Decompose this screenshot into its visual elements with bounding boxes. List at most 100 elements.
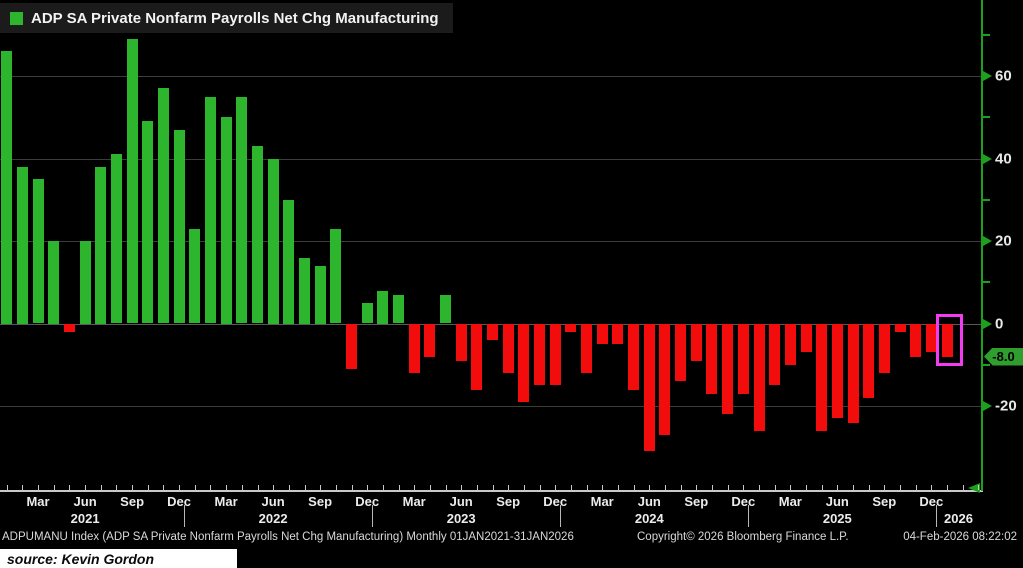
x-label-Sep-2021: Sep: [120, 494, 145, 509]
month-tick: [821, 485, 823, 490]
year-label-2021: 2021: [70, 511, 100, 526]
bar-May-2021: [63, 323, 75, 332]
month-tick: [304, 485, 306, 490]
month-tick: [273, 485, 275, 490]
bar-Feb-2024: [581, 323, 593, 373]
highlight-box: [935, 314, 963, 366]
x-label-Sep-2025: Sep: [872, 494, 897, 509]
month-tick: [6, 485, 8, 490]
month-tick: [884, 485, 886, 490]
month-tick: [38, 485, 39, 490]
month-tick: [759, 485, 760, 490]
x-axis-line: [0, 490, 983, 492]
month-tick: [367, 485, 369, 490]
month-tick: [617, 485, 619, 490]
month-tick: [288, 485, 290, 490]
month-tick: [132, 485, 134, 490]
month-tick: [100, 485, 102, 490]
bar-Nov-2025: [910, 323, 922, 357]
last-value-badge: -8.0: [984, 347, 1023, 366]
bar-Aug-2024: [675, 323, 687, 382]
bar-Dec-2025: [925, 323, 937, 353]
bar-Jul-2022: [283, 199, 295, 324]
bar-Jun-2023: [455, 323, 467, 361]
bar-Apr-2025: [800, 323, 812, 353]
month-tick: [633, 485, 635, 490]
year-label-2024: 2024: [634, 511, 664, 526]
month-tick: [602, 485, 604, 490]
month-tick: [915, 485, 917, 490]
month-tick: [962, 485, 964, 490]
bar-Feb-2022: [204, 96, 216, 324]
bar-Aug-2021: [110, 154, 122, 324]
x-label-Sep-2024: Sep: [684, 494, 709, 509]
month-tick: [194, 485, 196, 490]
x-label-Sep-2023: Sep: [496, 494, 521, 509]
bar-Oct-2021: [142, 121, 154, 324]
x-label-Jun-2021: Jun: [73, 494, 97, 509]
bar-Jul-2024: [659, 323, 671, 435]
y-minor-tick: [983, 281, 990, 284]
bar-Jun-2021: [79, 241, 91, 324]
month-tick: [461, 485, 463, 490]
month-tick: [664, 485, 666, 490]
year-label-2025: 2025: [822, 511, 852, 526]
x-label-Dec-2025: Dec: [919, 494, 944, 509]
bar-Mar-2023: [408, 323, 420, 373]
bar-Feb-2021: [16, 166, 28, 324]
legend[interactable]: ADP SA Private Nonfarm Payrolls Net Chg …: [0, 3, 453, 33]
month-tick: [398, 485, 400, 490]
legend-swatch-icon: [10, 11, 23, 25]
bar-Oct-2023: [518, 323, 530, 402]
bar-Mar-2022: [220, 117, 232, 324]
y-axis-line: [981, 0, 983, 491]
bar-May-2025: [816, 323, 828, 431]
month-tick: [351, 485, 353, 490]
gridline-20: [0, 241, 983, 242]
y-tick-label-0: 0: [995, 315, 1004, 332]
x-label-Jun-2023: Jun: [449, 494, 473, 509]
y-tick-arrow-icon: [983, 153, 992, 164]
month-tick: [743, 485, 745, 490]
bar-Oct-2022: [330, 228, 342, 324]
bar-Jun-2022: [267, 158, 279, 324]
y-tick-label-40: 40: [995, 150, 1012, 167]
month-tick: [711, 485, 713, 490]
bar-May-2024: [628, 323, 640, 390]
y-tick-arrow-icon: [983, 318, 992, 329]
month-tick: [586, 485, 588, 490]
month-tick: [241, 485, 243, 490]
bar-Nov-2024: [722, 323, 734, 415]
month-tick: [179, 485, 181, 490]
month-tick: [210, 485, 212, 490]
gridline-60: [0, 76, 983, 77]
bar-Dec-2024: [737, 323, 749, 394]
bar-Oct-2024: [706, 323, 718, 394]
month-tick: [414, 485, 416, 490]
bar-Sep-2022: [314, 265, 326, 324]
x-axis-end-arrow-icon: [968, 483, 980, 493]
x-label-Sep-2022: Sep: [308, 494, 333, 509]
month-tick: [978, 485, 980, 490]
year-separator: [372, 505, 374, 527]
month-tick: [492, 485, 494, 490]
bar-Jul-2021: [95, 166, 107, 324]
y-minor-tick: [983, 116, 990, 119]
y-minor-tick: [983, 198, 990, 201]
month-tick: [69, 485, 71, 490]
year-label-2023: 2023: [446, 511, 476, 526]
x-label-Mar-2023: Mar: [402, 494, 426, 509]
y-tick-arrow-icon: [983, 71, 992, 81]
month-tick: [257, 485, 259, 490]
month-tick: [539, 485, 541, 490]
x-label-Mar-2025: Mar: [778, 494, 802, 509]
month-tick: [445, 485, 447, 490]
gridline-40: [0, 158, 983, 160]
month-tick: [335, 485, 337, 490]
month-tick: [85, 485, 87, 490]
month-tick: [523, 485, 525, 490]
bar-Apr-2024: [612, 323, 624, 345]
month-tick: [774, 485, 776, 490]
month-tick: [680, 485, 682, 490]
bar-Jan-2022: [189, 228, 201, 324]
